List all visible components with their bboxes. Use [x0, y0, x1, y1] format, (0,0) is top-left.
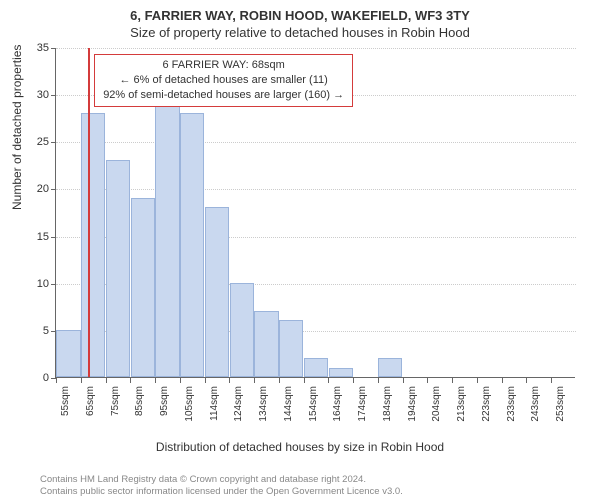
- chart-title-sub: Size of property relative to detached ho…: [0, 23, 600, 40]
- chart-title-main: 6, FARRIER WAY, ROBIN HOOD, WAKEFIELD, W…: [0, 0, 600, 23]
- histogram-bar: [304, 358, 328, 377]
- xtick-mark: [155, 378, 156, 383]
- xtick-mark: [551, 378, 552, 383]
- xtick-label: 233sqm: [506, 386, 517, 422]
- histogram-bar: [230, 283, 254, 377]
- xtick-mark: [106, 378, 107, 383]
- xtick-label: 75sqm: [110, 386, 121, 416]
- footer-attribution: Contains HM Land Registry data © Crown c…: [0, 474, 600, 498]
- xtick-label: 114sqm: [209, 386, 220, 421]
- xtick-mark: [403, 378, 404, 383]
- ytick-label: 30: [37, 89, 49, 101]
- histogram-bar: [106, 160, 130, 377]
- histogram-bar: [155, 104, 179, 377]
- ytick-label: 5: [43, 325, 49, 337]
- xtick-label: 194sqm: [407, 386, 418, 422]
- annotation-box: 6 FARRIER WAY: 68sqm← 6% of detached hou…: [94, 54, 353, 107]
- ytick-mark: [51, 95, 56, 96]
- xtick-mark: [452, 378, 453, 383]
- xtick-label: 243sqm: [530, 386, 541, 422]
- annotation-line: 6 FARRIER WAY: 68sqm: [103, 58, 344, 73]
- xtick-mark: [205, 378, 206, 383]
- xtick-mark: [180, 378, 181, 383]
- ytick-mark: [51, 142, 56, 143]
- annotation-line: ← 6% of detached houses are smaller (11): [103, 73, 344, 88]
- xtick-mark: [328, 378, 329, 383]
- histogram-bar: [279, 320, 303, 377]
- xtick-label: 144sqm: [283, 386, 294, 422]
- histogram-bar: [254, 311, 278, 377]
- xtick-label: 85sqm: [134, 386, 145, 416]
- ytick-mark: [51, 284, 56, 285]
- xtick-mark: [254, 378, 255, 383]
- gridline: [56, 48, 576, 49]
- xtick-mark: [427, 378, 428, 383]
- histogram-bar: [205, 207, 229, 377]
- xtick-mark: [81, 378, 82, 383]
- histogram-bar: [56, 330, 80, 377]
- ytick-mark: [51, 189, 56, 190]
- xtick-label: 204sqm: [431, 386, 442, 422]
- xtick-mark: [229, 378, 230, 383]
- xtick-mark: [353, 378, 354, 383]
- y-axis-label: Number of detached properties: [10, 45, 24, 210]
- xtick-label: 184sqm: [382, 386, 393, 422]
- ytick-label: 10: [37, 278, 49, 290]
- xtick-mark: [477, 378, 478, 383]
- xtick-label: 164sqm: [332, 386, 343, 422]
- ytick-mark: [51, 48, 56, 49]
- xtick-label: 253sqm: [555, 386, 566, 422]
- histogram-bar: [180, 113, 204, 377]
- annotation-line: 92% of semi-detached houses are larger (…: [103, 88, 344, 103]
- xtick-mark: [502, 378, 503, 383]
- ytick-label: 35: [37, 42, 49, 54]
- xtick-label: 124sqm: [233, 386, 244, 422]
- reference-line: [88, 48, 90, 377]
- xtick-label: 95sqm: [159, 386, 170, 416]
- chart-container: 6, FARRIER WAY, ROBIN HOOD, WAKEFIELD, W…: [0, 0, 600, 500]
- gridline: [56, 142, 576, 143]
- histogram-bar: [81, 113, 105, 377]
- xtick-label: 213sqm: [456, 386, 467, 422]
- xtick-label: 55sqm: [60, 386, 71, 416]
- histogram-bar: [329, 368, 353, 377]
- xtick-mark: [378, 378, 379, 383]
- ytick-label: 15: [37, 231, 49, 243]
- plot-region: 0510152025303555sqm65sqm75sqm85sqm95sqm1…: [55, 48, 575, 378]
- xtick-label: 174sqm: [357, 386, 368, 422]
- xtick-mark: [56, 378, 57, 383]
- xtick-label: 105sqm: [184, 386, 195, 422]
- xtick-mark: [526, 378, 527, 383]
- ytick-label: 0: [43, 372, 49, 384]
- xtick-mark: [279, 378, 280, 383]
- footer-line-2: Contains public sector information licen…: [40, 486, 600, 498]
- xtick-mark: [304, 378, 305, 383]
- chart-area: 0510152025303555sqm65sqm75sqm85sqm95sqm1…: [55, 48, 575, 413]
- footer-line-1: Contains HM Land Registry data © Crown c…: [40, 474, 600, 486]
- ytick-label: 25: [37, 136, 49, 148]
- ytick-mark: [51, 237, 56, 238]
- xtick-label: 134sqm: [258, 386, 269, 422]
- xtick-mark: [130, 378, 131, 383]
- xtick-label: 154sqm: [308, 386, 319, 422]
- xtick-label: 65sqm: [85, 386, 96, 416]
- gridline: [56, 189, 576, 190]
- xtick-label: 223sqm: [481, 386, 492, 422]
- ytick-label: 20: [37, 183, 49, 195]
- x-axis-label: Distribution of detached houses by size …: [0, 440, 600, 454]
- histogram-bar: [378, 358, 402, 377]
- histogram-bar: [131, 198, 155, 377]
